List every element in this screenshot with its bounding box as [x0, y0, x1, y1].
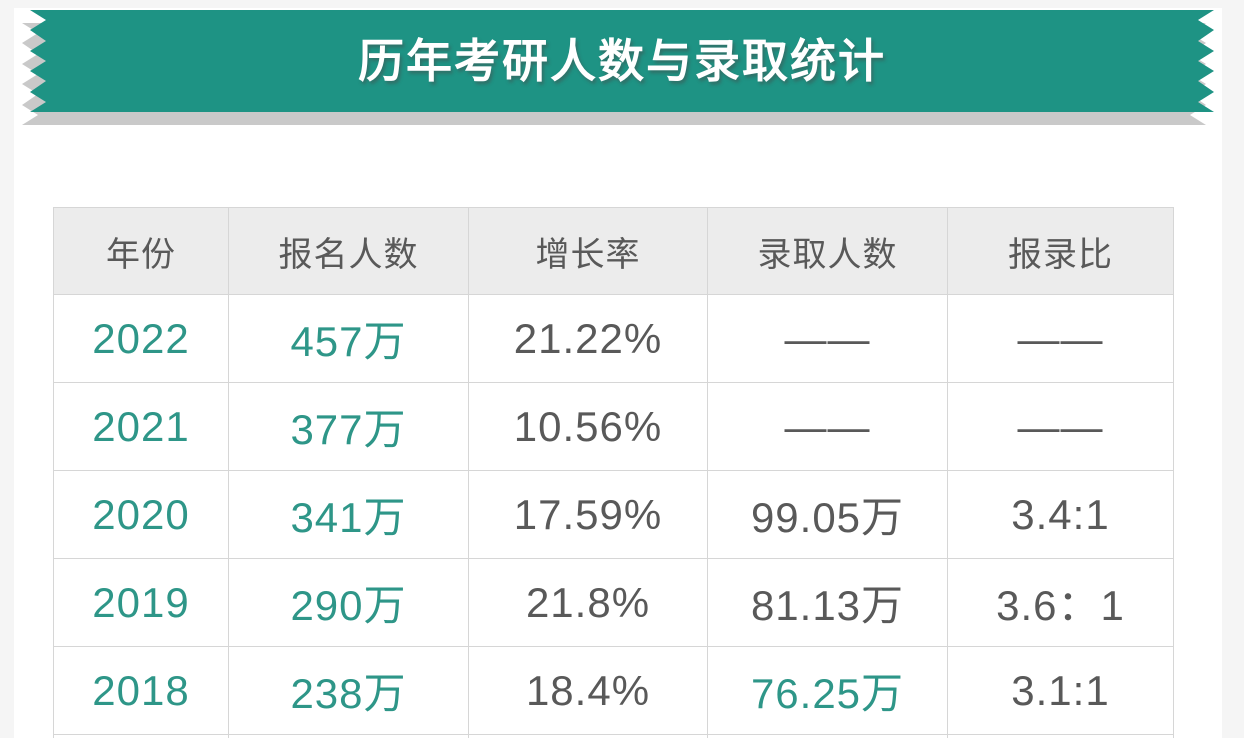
table-header-cell: 录取人数 — [708, 208, 948, 295]
table-cell-clipped — [708, 735, 948, 738]
table-header-cell: 年份 — [54, 208, 229, 295]
table-cell: 10.56% — [469, 383, 708, 471]
table-cell-clipped — [948, 735, 1174, 738]
table-header-cell: 报录比 — [948, 208, 1174, 295]
table-cell-clipped — [54, 735, 229, 738]
table-cell: 457万 — [229, 295, 469, 383]
table-cell: —— — [708, 295, 948, 383]
table-cell: 2019 — [54, 559, 229, 647]
table-cell: 99.05万 — [708, 471, 948, 559]
table-cell: 81.13万 — [708, 559, 948, 647]
table-header-cell: 报名人数 — [229, 208, 469, 295]
table-cell: 2018 — [54, 647, 229, 735]
table-header-cell: 增长率 — [469, 208, 708, 295]
table-cell: 17.59% — [469, 471, 708, 559]
table-cell: 3.4:1 — [948, 471, 1174, 559]
table-cell: 2022 — [54, 295, 229, 383]
table-cell: 18.4% — [469, 647, 708, 735]
table-cell: —— — [948, 383, 1174, 471]
table-cell: 2021 — [54, 383, 229, 471]
statistics-table: 年份 报名人数 增长率 录取人数 报录比 2022 457万 21.22% —— —— 2021 37… — [53, 207, 1174, 738]
table-cell: 21.22% — [469, 295, 708, 383]
page-title: 历年考研人数与录取统计 — [358, 35, 886, 87]
table-cell: —— — [708, 383, 948, 471]
table-cell-clipped — [469, 735, 708, 738]
table-cell: —— — [948, 295, 1174, 383]
table-cell: 290万 — [229, 559, 469, 647]
table-cell: 21.8% — [469, 559, 708, 647]
table-cell-clipped — [229, 735, 469, 738]
ribbon-banner — [30, 10, 1214, 112]
title-ribbon: 历年考研人数与录取统计 — [22, 10, 1214, 130]
table-cell: 76.25万 — [708, 647, 948, 735]
table-cell: 3.6：1 — [948, 559, 1174, 647]
table-cell: 238万 — [229, 647, 469, 735]
table-cell: 377万 — [229, 383, 469, 471]
table-cell: 3.1:1 — [948, 647, 1174, 735]
table-cell: 341万 — [229, 471, 469, 559]
table-cell: 2020 — [54, 471, 229, 559]
